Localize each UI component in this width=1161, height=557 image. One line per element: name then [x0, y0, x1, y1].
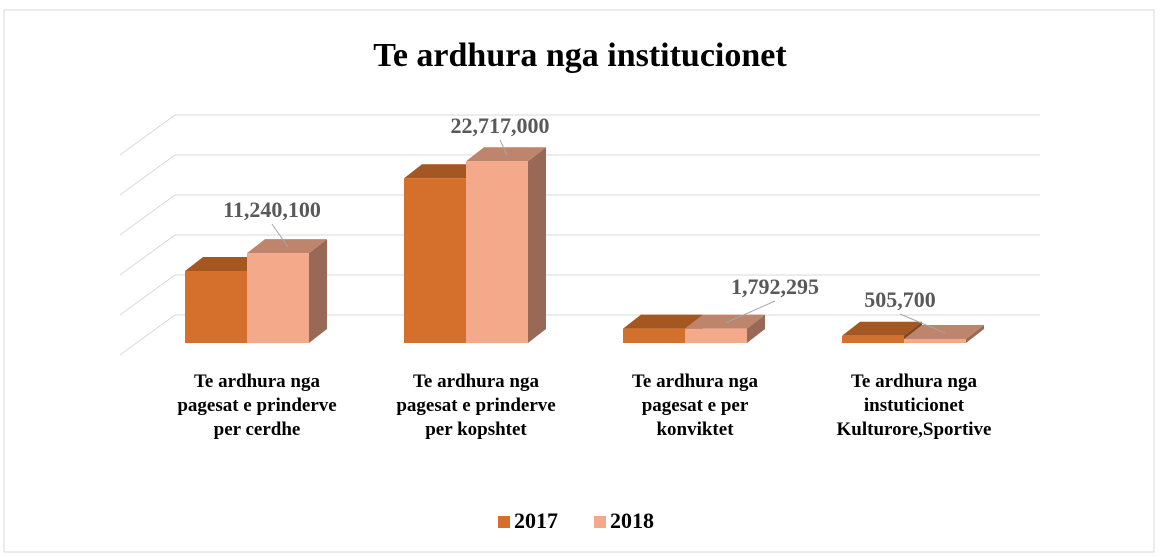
- bar: [685, 314, 765, 343]
- leader-line: [271, 223, 289, 248]
- leader-line: [899, 313, 946, 334]
- leader-line: [499, 139, 508, 156]
- data-label: 505,700: [864, 287, 936, 312]
- x-tick-label: Te ardhura nga instuticionet Kulturore,S…: [836, 371, 992, 440]
- bar-side: [747, 314, 765, 343]
- grid-line: [119, 234, 1040, 276]
- data-label: 11,240,100: [223, 197, 321, 222]
- bar-face: [685, 328, 747, 343]
- bar-top: [904, 324, 984, 339]
- bar-side: [309, 239, 327, 343]
- leader-line: [725, 300, 776, 324]
- bar: [904, 324, 984, 343]
- bar-side: [966, 324, 984, 343]
- bar-top: [185, 257, 265, 271]
- chart-title: Te ardhura nga institucionet: [373, 37, 787, 74]
- legend-label: 2018: [610, 508, 654, 533]
- x-tick-label: Te ardhura nga pagesat e prinderve per c…: [177, 371, 337, 440]
- grid-line: [119, 154, 1040, 196]
- data-label: 22,717,000: [451, 113, 550, 138]
- chart-border: [3, 9, 1155, 553]
- bar-face: [842, 335, 904, 343]
- legend-swatch: [594, 516, 606, 528]
- legend-label: 2017: [514, 508, 558, 533]
- bar-top: [842, 321, 922, 336]
- bar-face: [623, 328, 685, 343]
- x-tick-label: Te ardhura nga pagesat e per konviktet: [632, 371, 758, 440]
- x-tick-label: Te ardhura nga pagesat e prinderve per k…: [396, 371, 556, 440]
- bar-top: [404, 164, 484, 179]
- bar-face: [904, 338, 966, 343]
- bar-top: [685, 314, 765, 329]
- grid-line: [119, 274, 1040, 316]
- bar: [247, 239, 327, 343]
- bar-top: [623, 314, 703, 329]
- bar-face: [247, 253, 309, 343]
- data-label: 1,792,295: [731, 274, 819, 299]
- bar-side: [528, 147, 546, 343]
- grid-line: [119, 114, 1040, 156]
- legend-swatch: [498, 516, 510, 528]
- bar: [466, 147, 546, 343]
- bar-face: [185, 271, 247, 343]
- bar-face: [466, 161, 528, 343]
- grid-line: [119, 194, 1040, 236]
- bar-face: [404, 178, 466, 343]
